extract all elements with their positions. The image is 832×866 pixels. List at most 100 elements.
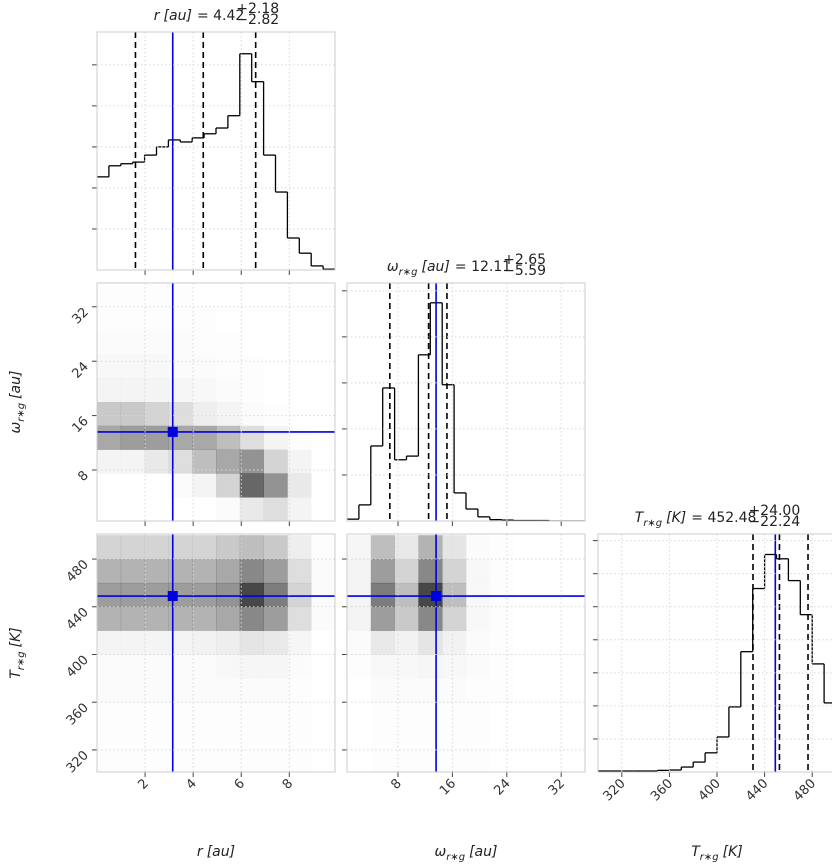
density-cell [240, 283, 264, 307]
density-cell [442, 654, 466, 678]
density-cell [347, 654, 371, 678]
density-cell [466, 678, 490, 702]
x-tick-label: 24 [491, 776, 513, 798]
density-cell [537, 607, 561, 631]
density-cell [121, 678, 145, 702]
density-cell [287, 559, 312, 584]
density-cell [144, 378, 169, 403]
density-cell [192, 331, 216, 355]
density-cell [216, 535, 241, 560]
density-cell [466, 583, 490, 607]
density-cell [263, 497, 288, 521]
density-cell [97, 630, 122, 655]
label-subscript: r∗g [446, 852, 465, 863]
label-subscript: r∗g [16, 403, 27, 422]
density-cell [311, 678, 335, 702]
density-cell [287, 283, 311, 307]
label-unit: [K] [666, 510, 686, 526]
y-tick-label: 440 [64, 605, 92, 633]
x-axis-label: ωr∗g [au] [435, 844, 498, 863]
density-cell [239, 582, 264, 608]
panel: 8 16 24 32 [70, 282, 336, 526]
density-cell [514, 535, 538, 559]
density-cell [442, 582, 467, 608]
panel: 8 16 24 32 [342, 533, 586, 799]
panel-frame [347, 534, 585, 772]
density-cell [121, 473, 145, 497]
density-cell [121, 750, 145, 774]
density-cell [347, 726, 371, 750]
density-cell [264, 354, 288, 378]
density-cell [145, 473, 169, 497]
density-cell [120, 582, 145, 608]
density-cell [97, 307, 121, 331]
y-axis-label: ωr∗g [au] [8, 371, 27, 434]
density-cell [287, 473, 312, 498]
density-cell [347, 631, 371, 655]
density-cell [418, 726, 442, 750]
title-upper-error: +2.65 [503, 252, 546, 268]
label-unit: [au] [469, 844, 497, 860]
density-cell [216, 425, 241, 450]
density-cell [192, 354, 216, 378]
density-cell [287, 654, 311, 678]
density-cell [145, 726, 169, 750]
density-cell [263, 473, 288, 498]
density-cell [144, 559, 169, 584]
density-cell [347, 582, 372, 608]
density-cell [490, 726, 514, 750]
density-cell [192, 497, 216, 521]
label-symbol: ω [387, 259, 399, 275]
density-cell [144, 582, 169, 608]
density-cell [263, 559, 288, 584]
panel-border [346, 282, 586, 522]
density-cell [394, 559, 419, 584]
density-cell [145, 702, 169, 726]
label-symbol: r [154, 8, 161, 24]
density-cell [490, 654, 514, 678]
density-cell [264, 331, 288, 355]
density-cell [561, 750, 585, 774]
density-cell [216, 654, 240, 678]
density-cell [371, 678, 395, 702]
y-tick-label: 8 [75, 468, 91, 484]
density-cell [466, 654, 490, 678]
label-symbol: T [691, 844, 701, 860]
density-cell [120, 606, 145, 631]
density-cell [121, 354, 145, 378]
density-cell [97, 726, 121, 750]
density-cell [514, 559, 538, 583]
x-tick-label: 16 [437, 776, 459, 798]
density-cell [144, 402, 169, 427]
density-cell [145, 331, 169, 355]
panel: 2 4 6 8 320 360 400 440 480 [64, 533, 336, 793]
density-cell [239, 449, 264, 474]
x-tick-label: 2 [135, 776, 151, 792]
density-cell [216, 678, 240, 702]
density-cell [192, 750, 216, 774]
density-cell [192, 559, 217, 584]
density-cell [263, 449, 288, 474]
density-cell [240, 654, 264, 678]
density-cell [240, 402, 264, 426]
density-cell [239, 559, 264, 584]
title-upper-error: +24.00 [748, 503, 800, 519]
density-cell [371, 726, 395, 750]
density-cell [192, 678, 216, 702]
density-cell [490, 702, 514, 726]
panel-border [96, 31, 336, 271]
density-cell [264, 654, 288, 678]
density-cell [370, 630, 395, 655]
density-cell [120, 449, 145, 474]
density-cell [121, 654, 145, 678]
density-cell [120, 630, 145, 655]
density-cell [192, 402, 217, 427]
density-cell [466, 607, 490, 631]
x-tick-label: 320 [600, 776, 628, 804]
density-cell [121, 331, 145, 355]
density-cell [347, 750, 371, 774]
density-cell [311, 426, 335, 450]
density-cell [561, 535, 585, 559]
density-cell [311, 473, 335, 497]
density-cell [287, 535, 312, 560]
